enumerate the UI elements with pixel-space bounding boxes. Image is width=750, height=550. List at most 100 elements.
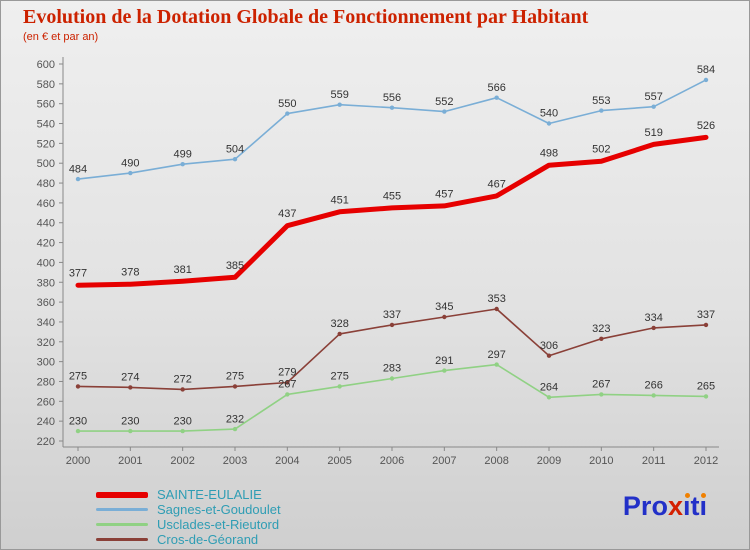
legend-label-sagnes-et-goudoulet: Sagnes-et-Goudoulet	[157, 502, 281, 517]
svg-text:306: 306	[540, 340, 558, 352]
svg-text:2004: 2004	[275, 455, 299, 467]
svg-text:230: 230	[121, 415, 139, 427]
svg-text:457: 457	[435, 188, 453, 200]
legend-swatch-sagnes-et-goudoulet	[96, 508, 148, 511]
svg-text:320: 320	[37, 337, 55, 349]
svg-text:230: 230	[173, 415, 191, 427]
svg-text:291: 291	[435, 355, 453, 367]
svg-text:240: 240	[37, 416, 55, 428]
svg-text:280: 280	[37, 376, 55, 388]
logo-letter: ı	[699, 491, 707, 521]
svg-text:334: 334	[644, 312, 662, 324]
svg-text:467: 467	[487, 178, 505, 190]
svg-text:420: 420	[37, 238, 55, 250]
svg-text:267: 267	[278, 379, 296, 391]
svg-text:360: 360	[37, 297, 55, 309]
svg-text:498: 498	[540, 148, 558, 160]
chart-legend: SAINTE-EULALIE Sagnes-et-Goudoulet Uscla…	[96, 487, 281, 547]
svg-text:2012: 2012	[694, 455, 718, 467]
legend-label-cros-de-georand: Cros-de-Géorand	[157, 532, 259, 547]
svg-text:300: 300	[37, 357, 55, 369]
svg-text:297: 297	[487, 349, 505, 361]
svg-text:232: 232	[226, 413, 244, 425]
svg-text:2002: 2002	[170, 455, 194, 467]
svg-text:340: 340	[37, 317, 55, 329]
svg-text:502: 502	[592, 144, 610, 156]
svg-text:260: 260	[37, 396, 55, 408]
logo-letter: ı	[682, 491, 691, 521]
svg-text:451: 451	[330, 194, 348, 206]
proxiti-logo[interactable]: Proxıtı	[623, 491, 707, 522]
svg-text:337: 337	[697, 309, 715, 321]
svg-text:566: 566	[487, 82, 505, 94]
svg-text:455: 455	[383, 190, 401, 202]
svg-text:337: 337	[383, 309, 401, 321]
svg-text:499: 499	[173, 148, 191, 160]
logo-letter: x	[667, 491, 683, 521]
legend-swatch-cros-de-georand	[96, 538, 148, 541]
svg-text:484: 484	[69, 163, 87, 175]
svg-text:220: 220	[37, 436, 55, 448]
svg-text:279: 279	[278, 367, 296, 379]
svg-text:504: 504	[226, 143, 244, 155]
svg-text:264: 264	[540, 382, 558, 394]
svg-text:600: 600	[37, 59, 55, 71]
logo-letter: o	[651, 491, 668, 521]
svg-text:490: 490	[121, 157, 139, 169]
svg-text:526: 526	[697, 120, 715, 132]
svg-text:385: 385	[226, 260, 244, 272]
svg-text:378: 378	[121, 267, 139, 279]
chart-subtitle: (en € et par an)	[23, 31, 99, 43]
svg-text:2003: 2003	[223, 455, 247, 467]
svg-text:550: 550	[278, 98, 296, 110]
svg-text:275: 275	[226, 371, 244, 383]
logo-letter: r	[640, 491, 652, 521]
svg-text:2010: 2010	[589, 455, 613, 467]
svg-text:553: 553	[592, 95, 610, 107]
svg-text:2000: 2000	[66, 455, 90, 467]
svg-text:2011: 2011	[642, 455, 666, 467]
legend-label-usclades-et-rieutord: Usclades-et-Rieutord	[157, 517, 280, 532]
legend-row-sagnes-et-goudoulet: Sagnes-et-Goudoulet	[96, 502, 281, 517]
svg-text:381: 381	[173, 264, 191, 276]
logo-letter: t	[690, 491, 700, 521]
svg-text:480: 480	[37, 178, 55, 190]
legend-swatch-usclades-et-rieutord	[96, 523, 148, 526]
svg-text:328: 328	[330, 318, 348, 330]
legend-label-sainte-eulalie: SAINTE-EULALIE	[157, 487, 262, 502]
logo-letter: P	[622, 491, 641, 521]
svg-text:275: 275	[69, 371, 87, 383]
legend-swatch-sainte-eulalie	[96, 491, 148, 498]
svg-text:2006: 2006	[380, 455, 404, 467]
svg-text:440: 440	[37, 218, 55, 230]
svg-text:265: 265	[697, 381, 715, 393]
legend-row-usclades-et-rieutord: Usclades-et-Rieutord	[96, 517, 281, 532]
svg-text:274: 274	[121, 372, 139, 384]
chart-title: Evolution de la Dotation Globale de Fonc…	[23, 6, 589, 28]
svg-text:345: 345	[435, 301, 453, 313]
svg-text:323: 323	[592, 323, 610, 335]
svg-text:230: 230	[69, 415, 87, 427]
svg-text:2001: 2001	[118, 455, 142, 467]
line-chart: 220 240 260 280 300 320 340 360 380 400 420 440 460 4…	[1, 49, 749, 474]
svg-text:267: 267	[592, 379, 610, 391]
svg-text:2005: 2005	[327, 455, 351, 467]
svg-text:400: 400	[37, 257, 55, 269]
svg-text:519: 519	[644, 127, 662, 139]
svg-text:556: 556	[383, 92, 401, 104]
svg-text:560: 560	[37, 99, 55, 111]
svg-text:580: 580	[37, 79, 55, 91]
svg-text:559: 559	[330, 89, 348, 101]
svg-text:552: 552	[435, 96, 453, 108]
svg-text:272: 272	[173, 374, 191, 386]
svg-text:377: 377	[69, 268, 87, 280]
legend-row-sainte-eulalie: SAINTE-EULALIE	[96, 487, 281, 502]
svg-text:557: 557	[644, 91, 662, 103]
svg-text:283: 283	[383, 363, 401, 375]
svg-text:2007: 2007	[432, 455, 456, 467]
svg-text:353: 353	[487, 293, 505, 305]
svg-text:266: 266	[644, 380, 662, 392]
svg-text:460: 460	[37, 198, 55, 210]
svg-text:275: 275	[330, 371, 348, 383]
